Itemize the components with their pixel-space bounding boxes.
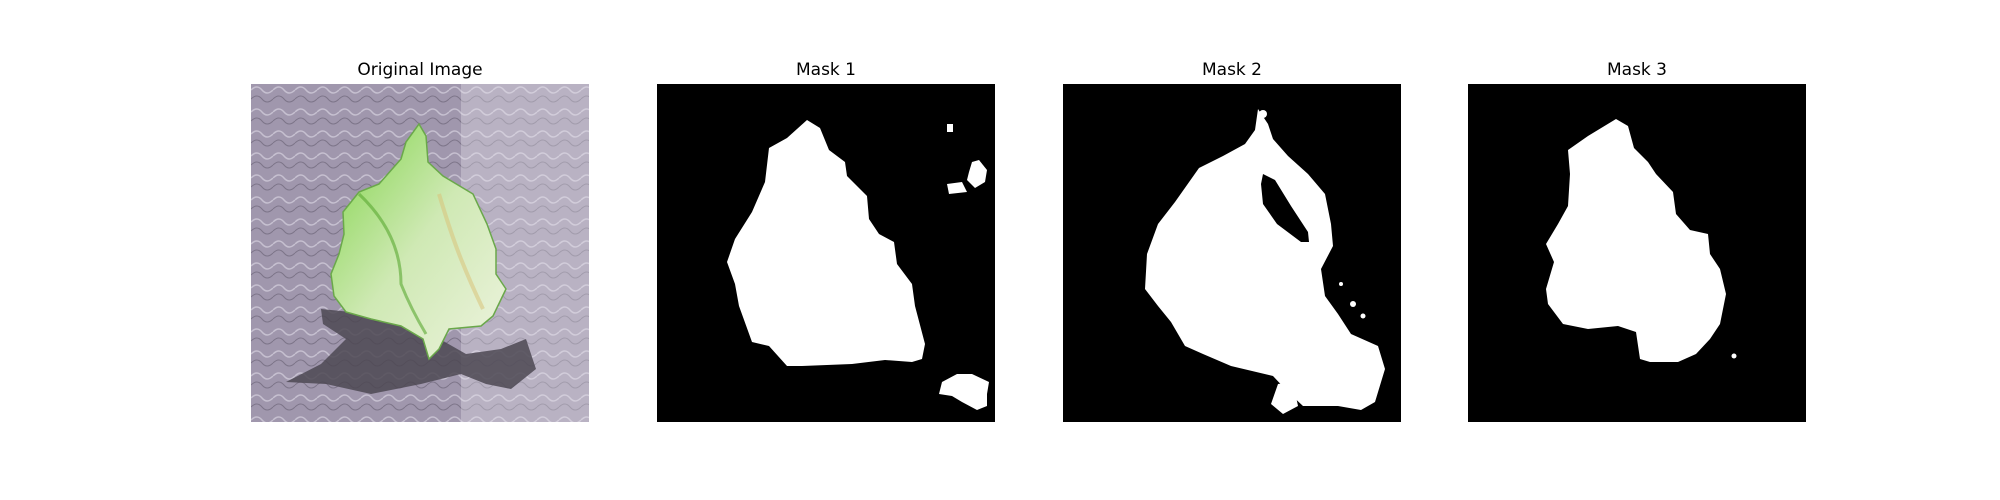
mask-1-region bbox=[727, 120, 925, 366]
mask-2-region bbox=[1145, 109, 1385, 410]
mask-3-region bbox=[1546, 119, 1726, 362]
original-image-graphic bbox=[251, 84, 589, 422]
mask-1-graphic bbox=[657, 84, 995, 422]
panel-title: Mask 2 bbox=[1201, 60, 1262, 80]
mask-2-graphic bbox=[1063, 84, 1401, 422]
mask-3-graphic bbox=[1468, 84, 1806, 422]
original-image bbox=[251, 84, 589, 422]
leaf-shape bbox=[330, 122, 507, 361]
panel-title: Mask 1 bbox=[795, 60, 856, 80]
leaf-shadow bbox=[286, 309, 536, 394]
mask-3-image bbox=[1468, 84, 1806, 422]
mask-2-image bbox=[1063, 84, 1401, 422]
panel-title: Original Image bbox=[357, 60, 483, 80]
panel-title: Mask 3 bbox=[1606, 60, 1667, 80]
mask-1-image bbox=[657, 84, 995, 422]
